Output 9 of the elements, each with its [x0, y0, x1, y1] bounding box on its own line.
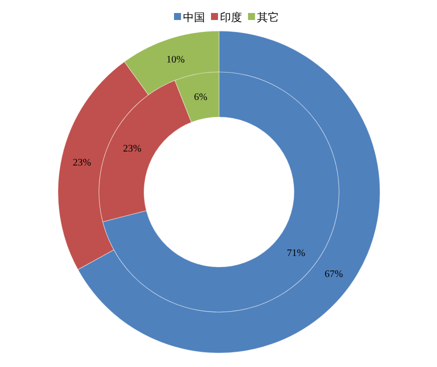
data-label: 23%: [122, 144, 142, 155]
legend-label: 印度: [220, 11, 242, 24]
data-label: 71%: [286, 248, 306, 259]
legend-label: 其它: [257, 11, 279, 24]
data-label: 23%: [72, 157, 92, 168]
data-label: 10%: [166, 54, 185, 66]
data-label: 6%: [194, 92, 208, 104]
data-label: 67%: [324, 268, 344, 280]
legend-label: 中国: [183, 11, 205, 24]
